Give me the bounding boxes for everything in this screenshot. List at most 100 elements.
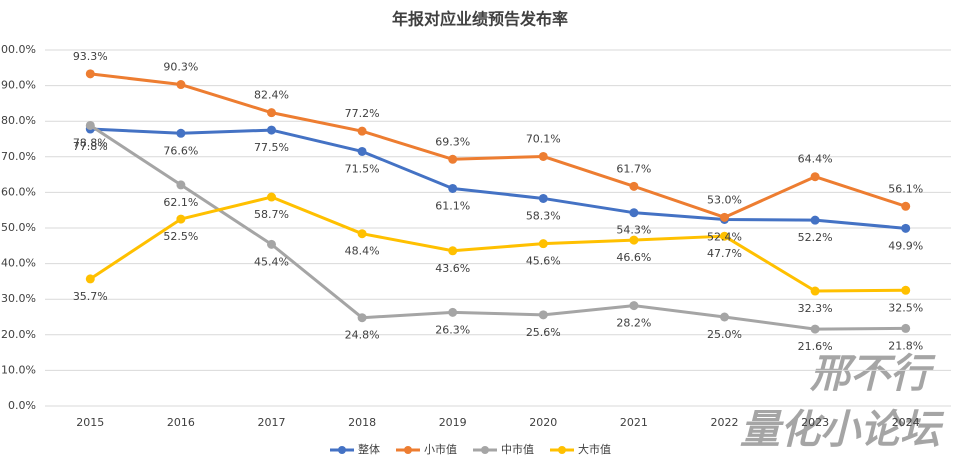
data-label: 54.3% bbox=[616, 224, 651, 237]
watermark: 量化小论坛 bbox=[740, 407, 945, 453]
data-label: 46.6% bbox=[616, 251, 651, 264]
data-label: 47.7% bbox=[707, 247, 742, 260]
data-label: 71.5% bbox=[345, 162, 380, 175]
point bbox=[901, 223, 911, 233]
series-line bbox=[90, 72, 907, 219]
data-label: 48.4% bbox=[345, 245, 380, 258]
y-tick-label: 40.0% bbox=[1, 257, 36, 270]
point bbox=[810, 286, 820, 296]
point bbox=[720, 312, 729, 322]
data-label: 21.8% bbox=[888, 339, 923, 352]
x-tick-label: 2022 bbox=[711, 416, 739, 429]
point bbox=[85, 274, 95, 284]
data-label: 77.5% bbox=[254, 141, 289, 154]
data-label: 56.1% bbox=[888, 182, 923, 195]
x-tick-label: 2024 bbox=[892, 416, 920, 429]
data-label: 25.0% bbox=[707, 328, 742, 341]
legend-marker bbox=[404, 446, 412, 454]
data-label: 49.9% bbox=[888, 239, 923, 252]
y-tick-label: 30.0% bbox=[1, 292, 36, 305]
point bbox=[810, 215, 820, 225]
point bbox=[267, 239, 276, 249]
x-tick-label: 2017 bbox=[258, 416, 286, 429]
series-line bbox=[90, 127, 906, 230]
legend-marker bbox=[481, 446, 489, 454]
y-tick-label: 70.0% bbox=[1, 150, 36, 163]
y-tick-label: 80.0% bbox=[1, 114, 36, 127]
point bbox=[629, 235, 639, 245]
point bbox=[538, 310, 548, 320]
point bbox=[810, 172, 820, 182]
data-label: 43.6% bbox=[435, 262, 470, 275]
data-label: 78.8% bbox=[73, 136, 108, 149]
legend-label: 中市值 bbox=[501, 442, 534, 456]
data-label: 61.7% bbox=[616, 162, 651, 175]
point bbox=[176, 128, 186, 138]
data-label: 21.6% bbox=[798, 340, 833, 353]
point bbox=[720, 212, 729, 222]
y-tick-label: 100.0% bbox=[0, 43, 36, 56]
data-label: 70.1% bbox=[526, 132, 561, 145]
point bbox=[538, 193, 548, 203]
legend-label: 大市值 bbox=[578, 442, 611, 456]
point bbox=[538, 239, 548, 249]
point bbox=[176, 180, 186, 190]
series-line bbox=[89, 195, 906, 293]
point bbox=[448, 246, 458, 256]
data-label: 58.3% bbox=[526, 209, 561, 222]
x-tick-label: 2016 bbox=[167, 416, 195, 429]
data-label: 64.4% bbox=[798, 153, 833, 166]
data-label: 69.3% bbox=[435, 135, 470, 148]
point bbox=[357, 126, 367, 136]
x-tick-label: 2020 bbox=[529, 416, 557, 429]
x-tick-label: 2019 bbox=[439, 416, 467, 429]
data-label: 32.3% bbox=[798, 302, 833, 315]
point bbox=[357, 146, 367, 156]
watermark: 邢不行 bbox=[809, 351, 936, 397]
point bbox=[538, 151, 548, 161]
data-label: 52.4% bbox=[707, 230, 742, 243]
data-label: 45.6% bbox=[526, 255, 561, 268]
x-tick-label: 2018 bbox=[348, 416, 376, 429]
point bbox=[448, 307, 458, 317]
data-label: 53.0% bbox=[707, 193, 742, 206]
point bbox=[448, 183, 458, 193]
x-tick-label: 2015 bbox=[76, 416, 104, 429]
point bbox=[357, 229, 367, 239]
point bbox=[629, 301, 639, 311]
point bbox=[267, 108, 276, 118]
y-tick-label: 60.0% bbox=[1, 185, 36, 198]
y-tick-label: 90.0% bbox=[1, 79, 36, 92]
point bbox=[810, 324, 820, 334]
data-label: 61.1% bbox=[435, 199, 470, 212]
x-tick-label: 2023 bbox=[801, 416, 829, 429]
data-label: 93.3% bbox=[73, 50, 108, 63]
point bbox=[720, 231, 729, 241]
point bbox=[176, 80, 186, 90]
point bbox=[629, 181, 639, 191]
point bbox=[901, 323, 911, 333]
data-label: 52.2% bbox=[798, 231, 833, 244]
data-label: 26.3% bbox=[435, 323, 470, 336]
y-tick-label: 20.0% bbox=[1, 328, 36, 341]
x-tick-label: 2021 bbox=[620, 416, 648, 429]
data-label: 45.4% bbox=[254, 255, 289, 268]
legend-label: 整体 bbox=[358, 442, 380, 456]
point bbox=[901, 285, 911, 295]
data-label: 24.8% bbox=[345, 329, 380, 342]
legend-label: 小市值 bbox=[424, 442, 457, 456]
data-label: 62.1% bbox=[163, 196, 198, 209]
y-tick-label: 0.0% bbox=[8, 399, 36, 412]
point bbox=[901, 201, 911, 211]
data-label: 52.5% bbox=[163, 230, 198, 243]
data-label: 77.2% bbox=[345, 107, 380, 120]
data-label: 77.8% bbox=[73, 140, 108, 153]
data-label: 90.3% bbox=[163, 61, 198, 74]
data-label: 25.6% bbox=[526, 326, 561, 339]
legend-marker bbox=[338, 446, 346, 454]
data-label: 35.7% bbox=[73, 290, 108, 303]
point bbox=[629, 208, 639, 218]
point bbox=[448, 154, 458, 164]
series-line bbox=[89, 124, 906, 331]
data-label: 76.6% bbox=[163, 144, 198, 157]
